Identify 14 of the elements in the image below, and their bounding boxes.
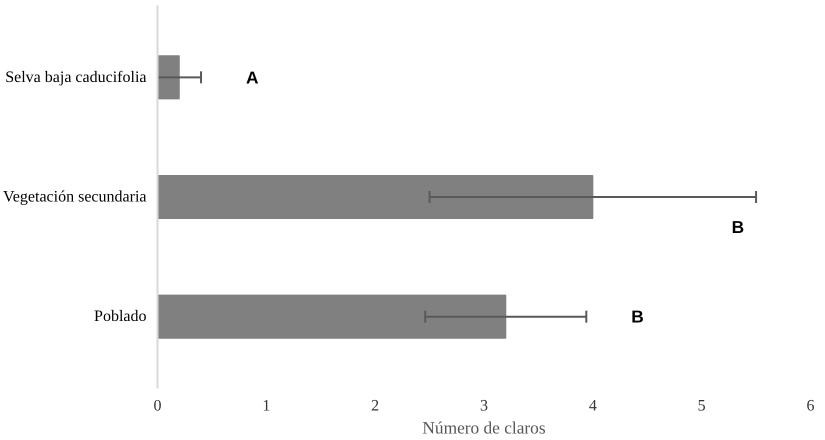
annotation: A (246, 67, 260, 88)
annotation: B (631, 306, 644, 327)
x-axis-title: Número de claros (422, 418, 546, 438)
x-tick-label: 4 (588, 398, 597, 414)
x-tick-label: 2 (371, 398, 380, 414)
annotation: B (732, 216, 744, 237)
x-tick-label: 6 (806, 398, 814, 414)
y-tick-label: Vegetación secundaria (3, 188, 146, 206)
x-tick-label: 0 (154, 398, 162, 414)
y-tick-label: Poblado (94, 308, 147, 326)
x-tick-label: 3 (480, 398, 488, 414)
x-tick-label: 5 (698, 398, 706, 414)
x-tick-label: 1 (262, 398, 270, 414)
y-tick-label: Selva baja caducifolia (5, 68, 146, 86)
